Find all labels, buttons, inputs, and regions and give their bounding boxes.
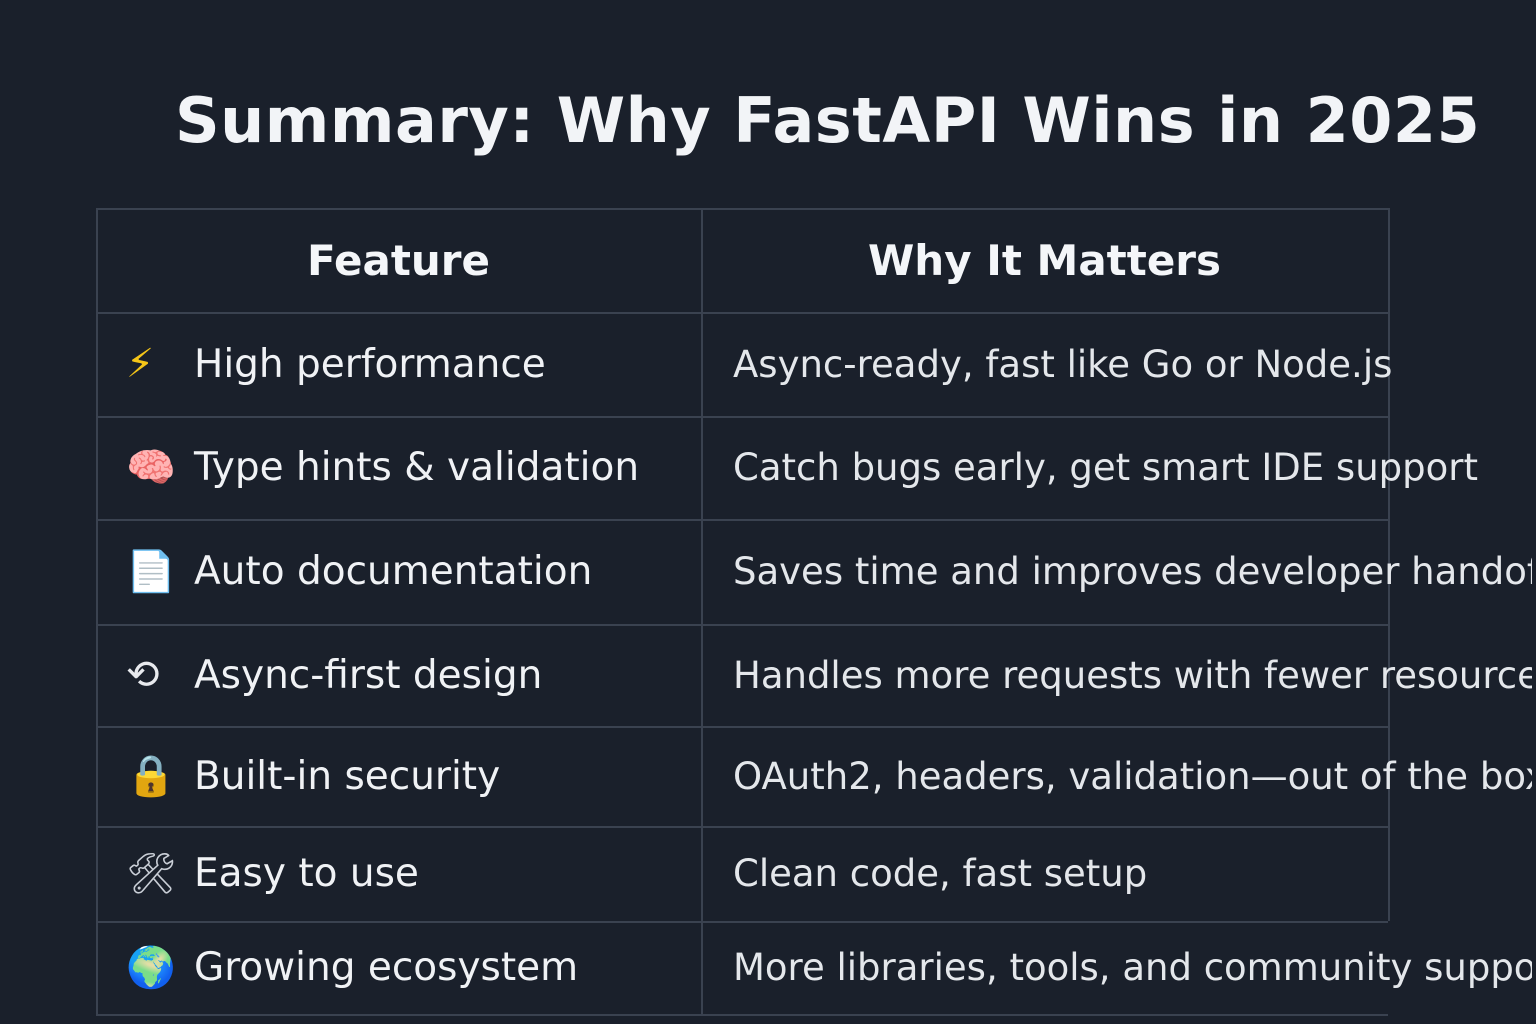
feature-label: Easy to use — [194, 851, 419, 896]
table-row-divider — [96, 1014, 1388, 1016]
feature-cell: 📄 Auto documentation — [126, 519, 592, 624]
table-border-left — [96, 208, 98, 1014]
feature-cell: ⟲ Async-first design — [126, 624, 542, 726]
table-column-divider — [701, 208, 703, 1014]
table-border-top — [96, 208, 1388, 210]
header-why-it-matters: Why It Matters — [867, 235, 1222, 285]
feature-cell: ⚡ High performance — [126, 312, 546, 416]
why-it-matters-cell: Saves time and improves developer handof… — [733, 550, 1532, 593]
lock-icon: 🔒 — [126, 753, 176, 799]
why-it-matters-cell: Handles more requests with fewer resourc… — [733, 653, 1532, 697]
feature-label: Async-first design — [194, 652, 543, 698]
brain-icon: 🧠 — [126, 444, 176, 491]
table-row-divider — [96, 726, 1388, 728]
feature-cell: 🔒 Built-in security — [126, 726, 500, 826]
lightning-icon: ⚡ — [126, 341, 155, 387]
table-row-divider — [96, 416, 1388, 418]
feature-label: Built-in security — [194, 753, 501, 799]
table-row-divider — [96, 519, 1388, 521]
page-title: Summary: Why FastAPI Wins in 2025 — [175, 84, 1481, 157]
feature-cell: 🧠 Type hints & validation — [126, 416, 639, 519]
why-it-matters-cell: Catch bugs early, get smart IDE support — [733, 446, 1478, 489]
feature-label: Auto documentation — [194, 549, 593, 594]
feature-label: Type hints & validation — [194, 445, 640, 490]
why-it-matters-cell: Async-ready, fast like Go or Node.js — [733, 342, 1393, 386]
table-row-divider — [96, 921, 1388, 923]
refresh-icon: ⟲ — [126, 652, 160, 698]
why-it-matters-cell: Clean code, fast setup — [733, 852, 1148, 895]
table-border-right — [1388, 208, 1390, 921]
header-feature: Feature — [307, 235, 490, 285]
globe-icon: 🌍 — [126, 944, 176, 991]
document-icon: 📄 — [126, 548, 176, 595]
feature-cell: 🌍 Growing ecosystem — [126, 921, 578, 1014]
feature-label: High performance — [194, 341, 546, 387]
feature-cell: 🛠 Easy to use — [126, 826, 419, 921]
feature-label: Growing ecosystem — [194, 945, 579, 990]
why-it-matters-cell: More libraries, tools, and community sup… — [733, 946, 1532, 989]
tools-icon: 🛠 — [126, 850, 177, 897]
table-row-divider — [96, 312, 1388, 314]
why-it-matters-cell: OAuth2, headers, validation—out of the b… — [733, 754, 1532, 798]
table-row-divider — [96, 624, 1388, 626]
table-row-divider — [96, 826, 1388, 828]
